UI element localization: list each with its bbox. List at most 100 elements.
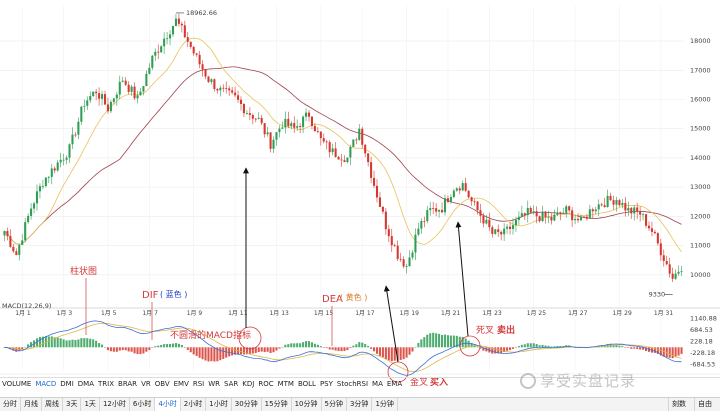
candle-body [390,236,393,246]
timeframe-tab-6[interactable]: 6小时 [130,398,156,411]
macd-histogram-bar [639,347,642,350]
timeframe-tab-15[interactable]: 1分钟 [372,398,398,411]
timeframe-tab-4[interactable]: 1天 [81,398,100,411]
indicator-tab-ema[interactable]: EMA [386,380,403,388]
indicator-tab-emv[interactable]: EMV [173,380,189,388]
candle-body [35,191,39,204]
candle-body [62,159,65,161]
indicator-tab-mtm[interactable]: MTM [277,380,294,388]
timeframe-tab-10[interactable]: 30分钟 [232,398,262,411]
macd-histogram-bar [41,336,44,348]
annotation-dif-color: ( 蓝色 ) [160,289,187,299]
candle-body [671,273,674,279]
candle-body [364,144,367,154]
indicator-tab-roc[interactable]: ROC [258,380,274,388]
timeframe-tab-7[interactable]: 4小时 [155,398,181,411]
macd-histogram-bar [216,347,219,362]
candle-body [405,266,408,268]
timeframe-tab-0[interactable]: 分时 [0,398,21,411]
macd-histogram-bar [544,345,547,348]
candle-body [630,207,633,214]
macd-histogram-bar [62,339,65,348]
indicator-tab-vr[interactable]: VR [141,380,151,388]
candle-body [237,95,240,100]
macd-histogram-bar [310,342,313,348]
indicator-tab-obv[interactable]: OBV [154,380,170,388]
timeframe-tab-1[interactable]: 月线 [21,398,42,411]
macd-histogram-bar [370,347,373,349]
grid [0,6,720,375]
timeframe-tab-12[interactable]: 10分钟 [292,398,322,411]
candle-body [662,255,665,261]
macd-histogram-bar [189,347,192,353]
macd-histogram-bar [414,346,417,348]
indicator-tab-volume[interactable]: VOLUME [2,380,32,388]
candle-body [597,204,600,210]
candle-body [411,252,414,258]
macd-histogram-bar [393,347,396,361]
timeframe-tab-2[interactable]: 周线 [42,398,63,411]
candle-body [568,206,571,211]
candle-body [272,139,275,149]
candle-body [432,208,435,209]
indicator-tab-stochrsi[interactable]: StochRSI [336,380,369,388]
date-tick-label: 1月 21 [441,310,461,317]
macd-histogram-bar [166,344,169,348]
candle-body [473,201,476,203]
candle-body [38,186,41,192]
candle-body [316,131,319,132]
macd-histogram-bar [349,347,352,349]
indicator-tab-dma[interactable]: DMA [77,380,95,388]
indicator-tab-brar[interactable]: BRAR [118,380,138,388]
timeframe-tab-8[interactable]: 2小时 [181,398,207,411]
candle-body [343,160,346,163]
indicator-tab-rsi[interactable]: RSI [192,380,205,388]
candle-body [284,118,287,128]
macd-histogram-bar [399,347,402,360]
indicator-tab-kdj[interactable]: KDJ [242,380,255,388]
indicator-tab-dmi[interactable]: DMI [60,380,74,388]
macd-histogram-bar [77,339,80,348]
macd-histogram-bar [470,342,473,348]
candle-body [352,139,355,147]
candle-body [677,271,680,274]
indicator-tab-boll[interactable]: BOLL [297,380,316,388]
candle-body [133,86,136,99]
macd-histogram-bar [618,345,621,348]
timeframe-tab-9[interactable]: 1小时 [206,398,232,411]
indicator-tab-trix[interactable]: TRIX [98,380,115,388]
candle-body [89,96,92,101]
candle-body [594,209,597,212]
date-tick-label: 1月 11 [228,310,248,317]
indicator-tab-wr[interactable]: WR [208,380,221,388]
timeframe-tab-11[interactable]: 15分钟 [262,398,292,411]
candle-body [299,126,302,128]
macd-histogram-bar [89,338,92,348]
timeframe-toolbar: 分时 月线 周线 3天 1天 12小时 6小时 4小时 2小时 1小时 30分钟 15分钟 10分钟 5分… [0,397,720,411]
macd-histogram-bar [435,333,438,348]
timeframe-tab-5[interactable]: 12小时 [100,398,130,411]
candle-body [130,86,133,92]
timeframe-tab-3[interactable]: 3天 [63,398,82,411]
candle-body [281,127,284,129]
candle-body [636,207,639,212]
candle-body [591,209,594,212]
indicator-tab-sar[interactable]: SAR [224,380,239,388]
scale-mode-button-0[interactable]: 刻数 [668,398,689,411]
timeframe-tab-13[interactable]: 5分钟 [322,398,347,411]
indicator-tab-macd[interactable]: MACD [35,380,57,388]
candle-body [21,240,24,245]
timeframe-tab-14[interactable]: 3分钟 [347,398,373,411]
indicator-tab-psy[interactable]: PSY [319,380,333,388]
scale-mode-button-1[interactable]: 自由 [694,398,715,411]
candle-body [396,245,399,259]
macd-histogram-bar [65,340,68,348]
candle-body [526,207,529,216]
indicator-tab-ma[interactable]: MA [372,380,383,388]
candle-body [139,91,142,96]
macd-histogram-bar [520,344,523,348]
candle-body [234,92,237,96]
candle-body [443,198,447,213]
macd-histogram-bar [497,347,500,354]
